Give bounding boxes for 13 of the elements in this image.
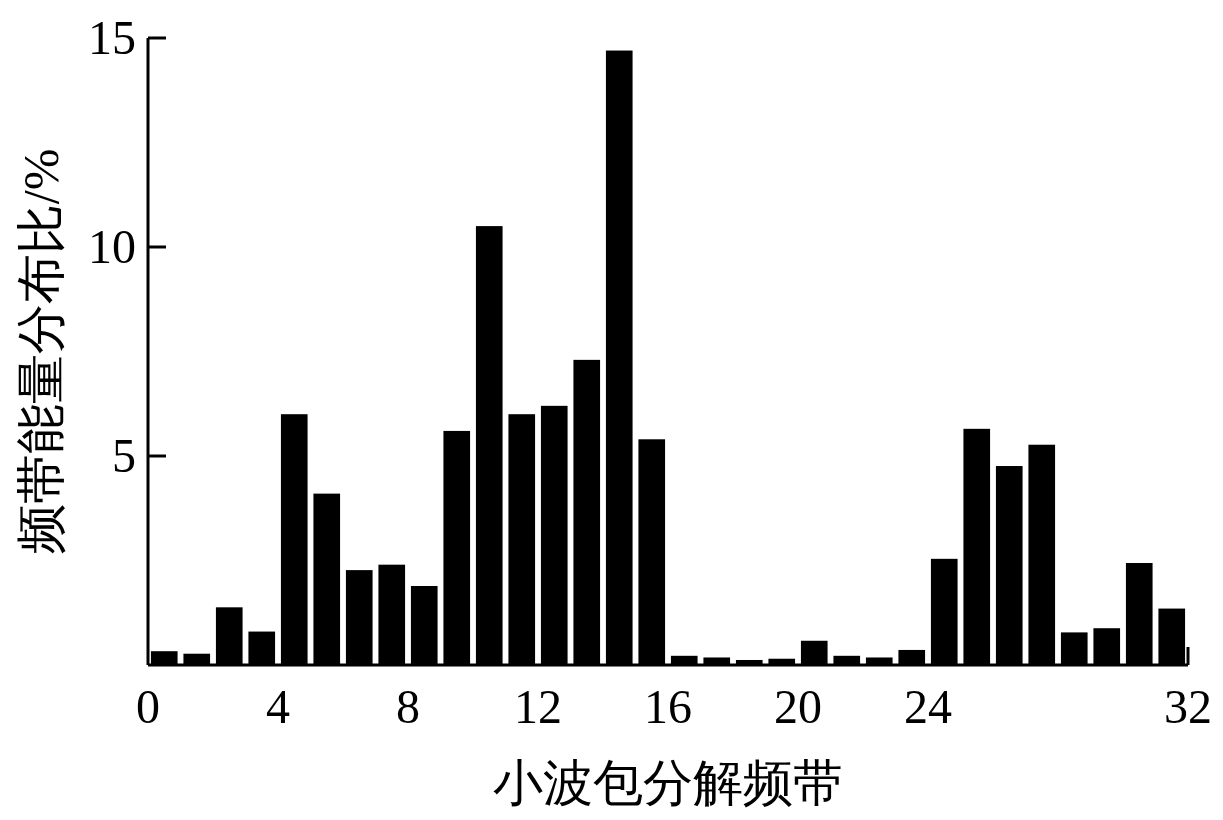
x-tick-label: 8 (396, 680, 420, 733)
x-tick-label: 32 (1164, 680, 1212, 733)
x-tick-label: 20 (774, 680, 822, 733)
x-tick-label: 0 (136, 680, 160, 733)
x-tick-label: 16 (644, 680, 692, 733)
x-tick-label: 4 (266, 680, 290, 733)
x-axis-title: 小波包分解频带 (493, 755, 843, 811)
x-tick-label: 12 (514, 680, 562, 733)
y-tick-label: 5 (112, 429, 136, 482)
y-tick-label: 10 (88, 220, 136, 273)
x-tick-label: 24 (904, 680, 952, 733)
y-axis-title: 频带能量分布比/% (13, 148, 69, 555)
y-tick-label: 15 (88, 11, 136, 64)
